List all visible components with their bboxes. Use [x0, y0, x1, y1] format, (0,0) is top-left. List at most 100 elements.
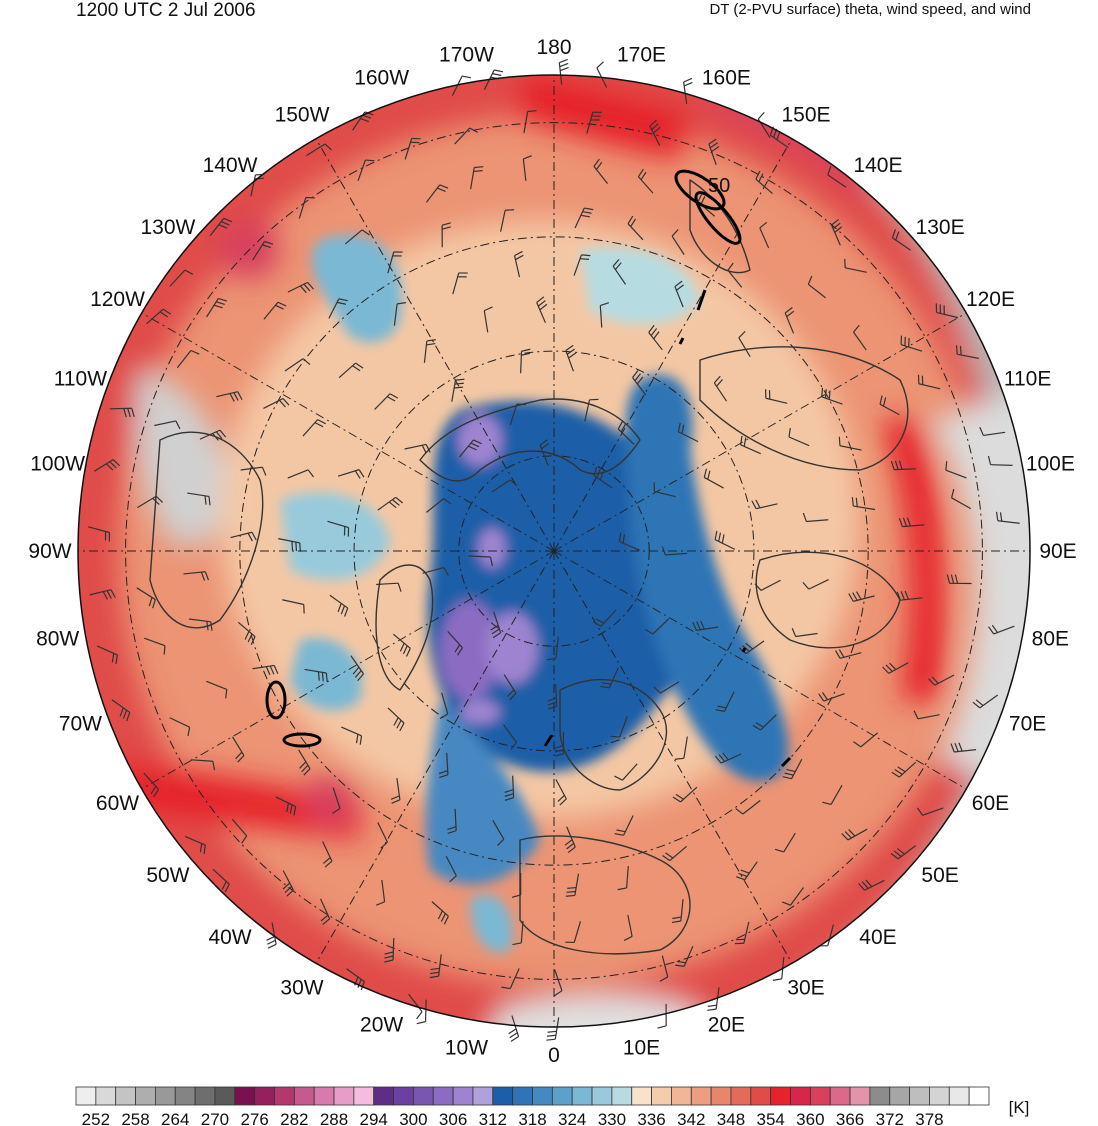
- wind-barb: [231, 818, 248, 844]
- colorbar-tick-label: 330: [598, 1110, 626, 1126]
- wind-barb: [523, 110, 537, 134]
- longitude-label: 30W: [280, 976, 323, 999]
- colorbar-box: [174, 1086, 196, 1106]
- wind-barb: [554, 731, 565, 757]
- colorbar-box: [611, 1086, 633, 1106]
- wind-barb: [851, 497, 876, 511]
- wind-speed-contours: [265, 169, 792, 768]
- wind-barb: [610, 716, 628, 738]
- wind-barb: [263, 301, 287, 320]
- wind-barb: [89, 589, 116, 600]
- wind-barb: [802, 512, 829, 523]
- wind-barb: [565, 873, 580, 897]
- wind-barb: [653, 681, 680, 694]
- latitude-circle: [458, 455, 650, 647]
- longitude-label: 110E: [1004, 368, 1052, 391]
- coastlines: [149, 179, 909, 955]
- colorbar-tick-label: 306: [439, 1110, 467, 1126]
- wind-barb: [648, 324, 663, 351]
- longitude-label: 140E: [853, 154, 902, 177]
- wind-barb: [838, 436, 862, 451]
- colorbar-tick-label: 312: [479, 1110, 507, 1126]
- wind-barb: [282, 599, 305, 614]
- valid-time-label: 1200 UTC 2 Jul 2006: [76, 0, 256, 21]
- wind-barb: [190, 759, 216, 771]
- wind-barb: [329, 594, 349, 617]
- colorbar-box: [353, 1086, 375, 1106]
- wind-barb: [492, 819, 505, 847]
- wind-barb: [404, 137, 421, 160]
- wind-barb: [377, 822, 389, 849]
- wind-barb: [252, 240, 274, 261]
- colorbar-tick-label: 324: [558, 1110, 586, 1126]
- longitude-label: 20W: [360, 1014, 403, 1037]
- wind-barb: [565, 344, 577, 372]
- wind-barb: [882, 662, 909, 674]
- wind-barb: [600, 667, 619, 689]
- wind-barb: [503, 674, 517, 701]
- meridian-line: [553, 312, 967, 552]
- wind-barb: [206, 297, 228, 318]
- wind-barb: [374, 393, 399, 410]
- wind-barb: [504, 775, 515, 801]
- wind-barb: [452, 272, 468, 295]
- wind-barb: [736, 861, 758, 881]
- wind-barb: [454, 127, 478, 145]
- wind-barb: [302, 419, 326, 437]
- wind-barb: [232, 736, 245, 763]
- wind-barb: [94, 459, 121, 472]
- colorbar-tick-label: 348: [717, 1110, 745, 1126]
- wind-barb: [692, 620, 719, 631]
- wind-barb: [617, 420, 635, 445]
- colorbar-tick-label: 264: [161, 1110, 189, 1126]
- wind-barb: [408, 993, 423, 1020]
- wind-barb: [759, 221, 770, 249]
- wind-barb: [972, 694, 999, 709]
- colorbar-box: [274, 1086, 295, 1106]
- wind-barb: [735, 799, 761, 815]
- colorbar-box: [333, 1086, 355, 1106]
- wind-barb: [341, 726, 363, 745]
- wind-barb: [439, 692, 449, 720]
- wind-barb: [891, 229, 911, 251]
- wind-barb: [740, 435, 761, 455]
- wind-barb: [890, 460, 917, 471]
- colorbar-box: [234, 1086, 256, 1106]
- meridian-line: [553, 550, 793, 964]
- colorbar-box: [413, 1086, 434, 1106]
- wind-barb: [662, 845, 687, 862]
- wind-barb: [946, 574, 972, 585]
- wind-barb: [459, 439, 482, 458]
- colorbar-box: [671, 1086, 692, 1106]
- wind-barb: [802, 579, 829, 590]
- colorbar-box: [492, 1086, 514, 1106]
- wind-barb: [431, 901, 449, 925]
- wind-barb: [183, 571, 210, 581]
- wind-barb: [319, 898, 331, 926]
- longitude-label: 110W: [54, 368, 107, 391]
- wind-barb: [322, 841, 333, 868]
- longitude-label: 150W: [275, 104, 330, 127]
- longitude-label: 0: [548, 1044, 560, 1067]
- wind-barb: [376, 879, 386, 906]
- wind-barb: [87, 526, 111, 542]
- wind-barb: [807, 275, 827, 299]
- colorbar-tick-label: 294: [360, 1110, 388, 1126]
- wind-barb: [547, 684, 558, 710]
- longitude-label: 130W: [140, 216, 195, 239]
- colorbar-tick-label: 336: [637, 1110, 665, 1126]
- colorbar-tick-label: 342: [677, 1110, 705, 1126]
- wind-barb: [714, 530, 736, 550]
- wind-barb: [513, 250, 524, 278]
- colorbar-box: [293, 1086, 315, 1106]
- wind-barb: [781, 887, 804, 906]
- wind-barb: [338, 362, 364, 379]
- wind-barb: [328, 298, 348, 319]
- wind-barb: [438, 752, 449, 779]
- wind-barb: [727, 262, 743, 288]
- longitude-label: 90E: [1039, 540, 1076, 563]
- wind-barb: [377, 496, 404, 511]
- wind-barb: [898, 517, 925, 528]
- colorbar-box: [631, 1086, 652, 1106]
- wind-barb: [425, 184, 449, 203]
